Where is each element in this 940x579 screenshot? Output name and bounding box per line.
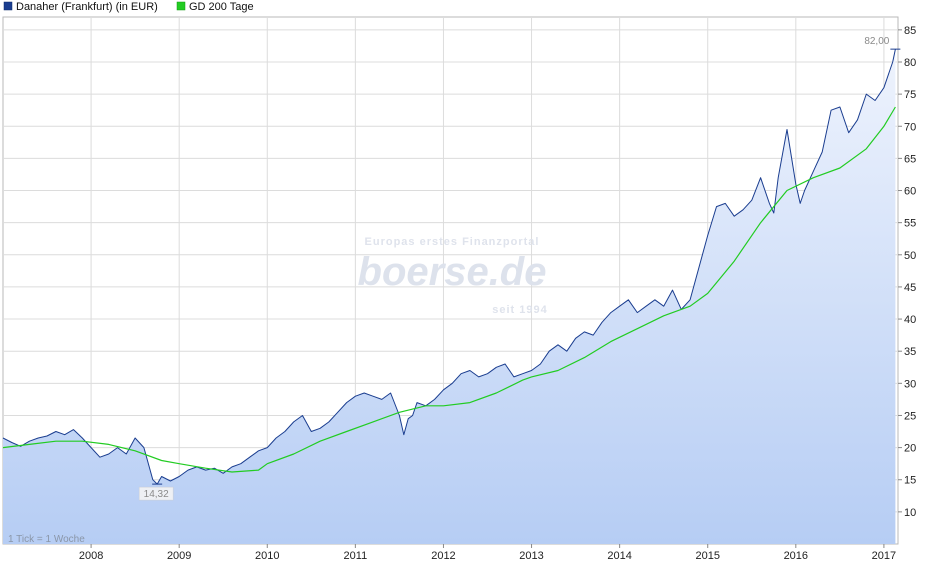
y-tick-label: 70 [904, 121, 916, 133]
min-value-label: 14,32 [144, 489, 169, 500]
x-tick-label: 2017 [872, 550, 896, 562]
legend-swatch-gd200 [176, 1, 186, 11]
watermark-since: seit 1994 [492, 304, 547, 316]
legend-label-danaher: Danaher (Frankfurt) (in EUR) [16, 1, 158, 13]
y-tick-label: 85 [904, 25, 916, 37]
y-tick-label: 15 [904, 475, 916, 487]
x-tick-label: 2012 [431, 550, 455, 562]
y-tick-label: 45 [904, 282, 916, 294]
x-tick-label: 2008 [79, 550, 103, 562]
area-layer [3, 49, 896, 544]
y-tick-label: 60 [904, 186, 916, 198]
legend-label-gd200: GD 200 Tage [189, 1, 254, 13]
series-area-0 [3, 49, 896, 544]
footnote: 1 Tick = 1 Woche [8, 534, 85, 545]
x-tick-label: 2013 [519, 550, 543, 562]
x-axis: 2008 2009 2010 2011 2012 2013 2014 2015 2016 2017 [79, 544, 896, 562]
x-tick-label: 2016 [784, 550, 808, 562]
max-value-label: 82,00 [864, 36, 889, 47]
y-tick-label: 75 [904, 89, 916, 101]
x-tick-label: 2009 [167, 550, 191, 562]
y-tick-label: 50 [904, 250, 916, 262]
x-tick-label: 2010 [255, 550, 279, 562]
y-tick-label: 40 [904, 314, 916, 326]
min-value-box [138, 486, 174, 501]
series-line-1 [2, 106, 896, 473]
y-axis: 10 15 20 25 30 35 40 45 50 55 60 65 70 75 80 85 [898, 25, 916, 519]
watermark-tagline: Europas erstes Finanzportal [365, 236, 540, 248]
y-tick-label: 20 [904, 443, 916, 455]
annotations: 82,00 14,32 [138, 36, 901, 501]
y-tick-label: 35 [904, 346, 916, 358]
y-tick-label: 80 [904, 57, 916, 69]
legend: Danaher (Frankfurt) (in EUR) GD 200 Tage [3, 1, 254, 13]
watermark: Europas erstes Finanzportal boerse.de se… [358, 236, 547, 316]
y-tick-label: 10 [904, 507, 916, 519]
y-tick-label: 65 [904, 153, 916, 165]
x-tick-label: 2011 [344, 550, 368, 562]
x-tick-label: 2015 [695, 550, 719, 562]
y-tick-label: 55 [904, 218, 916, 230]
legend-swatch-danaher [3, 1, 13, 11]
x-tick-label: 2014 [607, 550, 631, 562]
watermark-brand: boerse.de [358, 250, 547, 294]
y-tick-label: 30 [904, 378, 916, 390]
y-tick-label: 25 [904, 410, 916, 422]
